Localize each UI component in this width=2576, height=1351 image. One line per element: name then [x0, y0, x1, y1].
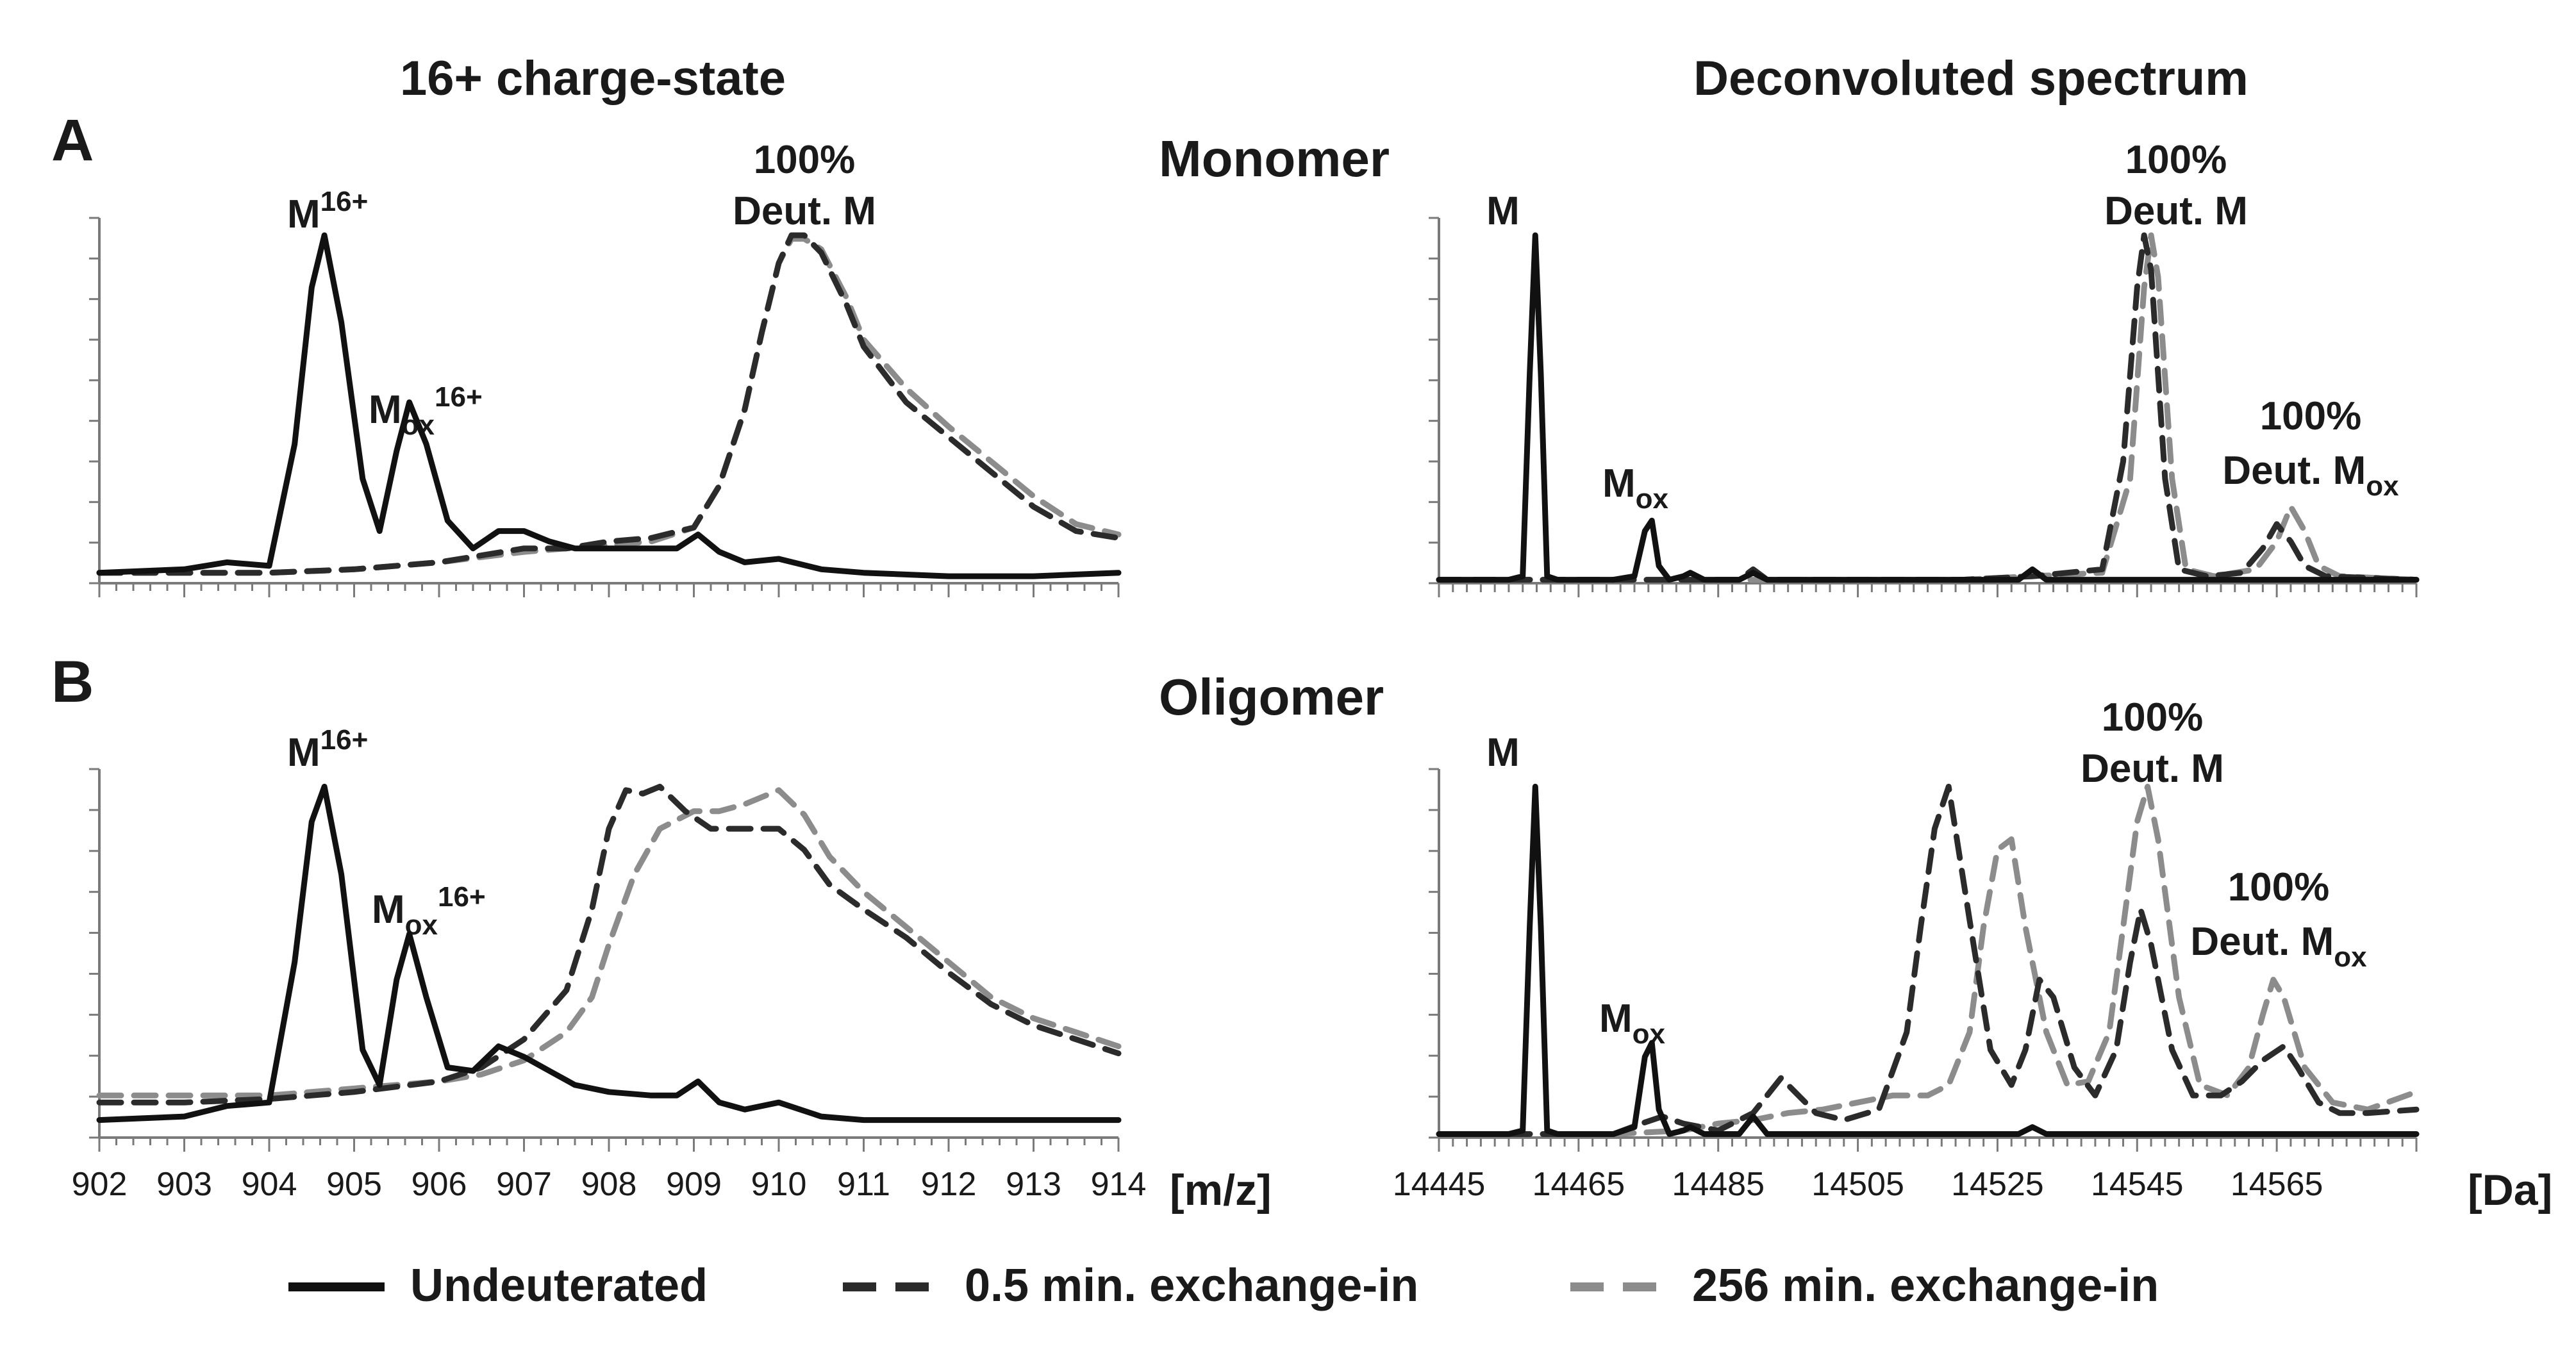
panel-letter-b: B — [51, 649, 94, 715]
series-line-exchange_256 — [96, 236, 1122, 576]
x-tick-label: 914 — [1091, 1166, 1147, 1203]
legend-label-exchange_05: 0.5 min. exchange-in — [965, 1260, 1418, 1311]
x-tick-label: 14505 — [1811, 1166, 1904, 1203]
x-tick-label: 14445 — [1393, 1166, 1486, 1203]
panel-letter-a: A — [51, 108, 94, 173]
x-tick-label: 906 — [411, 1166, 467, 1203]
anno-a-m: M — [1486, 189, 1520, 233]
series-line-undeuterated — [1436, 783, 2420, 1137]
unit-da: [Da] — [2468, 1166, 2552, 1214]
x-tick-label: 14485 — [1672, 1166, 1765, 1203]
chart-panel-a-right — [1429, 217, 2420, 597]
series-line-undeuterated — [96, 232, 1122, 579]
anno-a-m16: M16+ — [287, 186, 368, 236]
anno-a-mox16: Mox16+ — [369, 381, 483, 441]
anno-b-mox16: Mox16+ — [372, 881, 486, 941]
series-line-undeuterated — [96, 783, 1122, 1123]
series-line-exchange_256 — [1436, 783, 2420, 1137]
chart-panel-a-left — [89, 217, 1122, 597]
series-line-undeuterated — [1436, 232, 2420, 583]
x-tick-label: 905 — [326, 1166, 382, 1203]
anno-a-mox: Mox — [1602, 461, 1669, 515]
x-tick-label: 14525 — [1951, 1166, 2044, 1203]
x-tick-label: 910 — [751, 1166, 807, 1203]
anno-b-deut-mox-label: Deut. Mox — [2190, 920, 2367, 973]
anno-b-m16: M16+ — [287, 724, 368, 775]
legend-label-undeuterated: Undeuterated — [410, 1260, 708, 1311]
series-line-exchange_05 — [96, 232, 1122, 576]
x-tick-label: 902 — [72, 1166, 128, 1203]
anno-b-deut-mox-pct: 100% — [2228, 865, 2330, 909]
legend: Undeuterated 0.5 min. exchange-in 256 min.… — [288, 1260, 2159, 1311]
legend-label-exchange_256: 256 min. exchange-in — [1692, 1260, 2159, 1311]
x-tick-label: 913 — [1006, 1166, 1061, 1203]
anno-b-mox: Mox — [1599, 997, 1666, 1050]
series-line-exchange_05 — [96, 783, 1122, 1106]
unit-mz: [m/z] — [1170, 1166, 1272, 1214]
row-label-oligomer: Oligomer — [1159, 668, 1384, 725]
x-tick-label: 908 — [581, 1166, 637, 1203]
anno-a-deut-pct: 100% — [754, 138, 856, 182]
anno-a-deut-m-label: Deut. M — [2104, 189, 2248, 233]
chart-panel-b-right: 14445 14465 14485 14505 14525 14545 14565 — [1393, 768, 2420, 1203]
anno-b-deut-m-pct: 100% — [2102, 695, 2204, 740]
x-tick-label: 904 — [242, 1166, 297, 1203]
x-tick-label: 912 — [921, 1166, 977, 1203]
right-column-title: Deconvoluted spectrum — [1693, 51, 2248, 106]
left-column-title: 16+ charge-state — [400, 51, 786, 106]
series-line-exchange_256 — [96, 787, 1122, 1098]
row-label-monomer: Monomer — [1159, 130, 1390, 187]
x-tick-label: 14545 — [2091, 1166, 2184, 1203]
series-line-exchange_05 — [1436, 783, 2420, 1137]
anno-a-deut-m-pct: 100% — [2125, 138, 2227, 182]
x-tick-label: 14465 — [1533, 1166, 1625, 1203]
anno-b-m: M — [1486, 731, 1520, 775]
x-tick-label: 903 — [156, 1166, 212, 1203]
chart-panel-b-left: 902 903 904 905 906 907 908 909 910 911 912 913 914 — [72, 768, 1147, 1203]
anno-a-deut-m: Deut. M — [733, 189, 876, 233]
anno-a-deut-mox-pct: 100% — [2260, 394, 2362, 438]
x-tick-label: 911 — [837, 1166, 890, 1203]
x-tick-label: 909 — [666, 1166, 722, 1203]
anno-b-deut-m-label: Deut. M — [2081, 747, 2224, 791]
x-tick-label: 14565 — [2231, 1166, 2323, 1203]
x-tick-label: 907 — [496, 1166, 552, 1203]
anno-a-deut-mox-label: Deut. Mox — [2222, 449, 2399, 502]
